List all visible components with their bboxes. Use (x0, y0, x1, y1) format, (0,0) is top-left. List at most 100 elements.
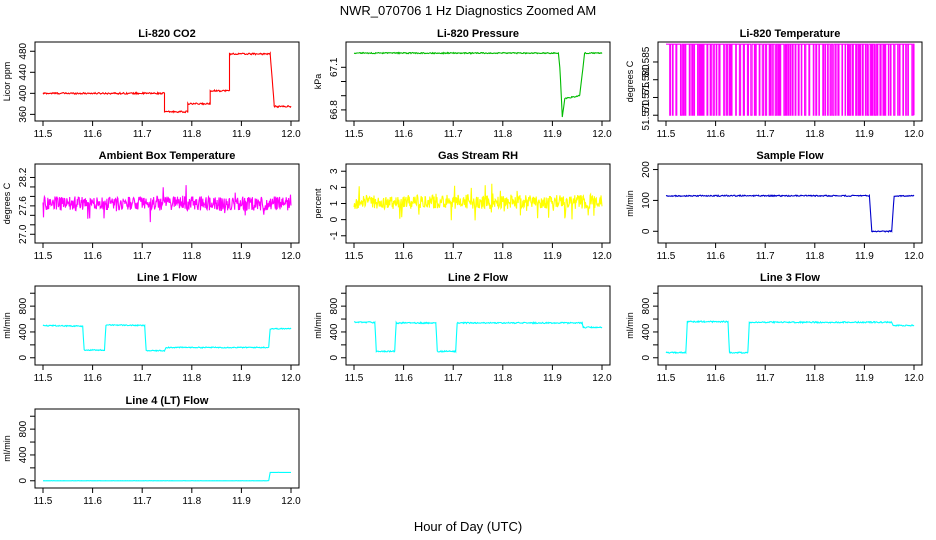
series-line (42, 323, 292, 353)
y-axis-label: degrees C (2, 182, 12, 224)
x-tick-label: 11.6 (706, 373, 725, 384)
y-tick-label: 100 (641, 192, 652, 209)
x-tick-label: 11.7 (444, 129, 463, 140)
y-tick-label: 2 (329, 184, 340, 190)
x-tick-label: 11.6 (706, 129, 725, 140)
plot-frame (34, 285, 300, 366)
x-tick-label: 11.6 (706, 251, 725, 262)
x-tick-label: 11.8 (182, 373, 201, 384)
y-tick-label: 66.8 (329, 100, 340, 120)
x-tick-label: 11.8 (805, 251, 824, 262)
x-tick-label: 11.9 (543, 373, 562, 384)
series-line (353, 183, 603, 221)
y-axis-label: ml/min (625, 312, 635, 339)
x-tick-label: 11.8 (493, 373, 512, 384)
panel-6: Line 1 Flow 11.5 11.6 11.7 11.8 11.9 12.0 0 400 8… (2, 272, 301, 384)
y-tick-label: 51.580 (641, 64, 652, 95)
y-tick-label: 400 (18, 323, 29, 340)
panel-title: Li-820 Temperature (740, 28, 841, 40)
x-tick-label: 11.8 (182, 129, 201, 140)
x-tick-label: 12.0 (592, 251, 612, 262)
y-tick-label: 400 (641, 323, 652, 340)
x-tick-label: 11.5 (657, 373, 676, 384)
panel-title: Gas Stream RH (438, 150, 518, 162)
x-tick-label: 12.0 (904, 129, 924, 140)
y-tick-label: 440 (18, 64, 29, 81)
x-tick-label: 11.8 (182, 251, 201, 262)
y-axis-label: degrees C (625, 60, 635, 102)
y-axis-label: ml/min (2, 312, 12, 339)
panel-1: Li-820 Pressure 11.5 11.6 11.7 11.8 11.9 12.0 6… (313, 28, 612, 140)
x-tick-label: 11.6 (83, 496, 102, 507)
x-tick-label: 11.5 (345, 251, 364, 262)
y-tick-label: -1 (329, 231, 340, 240)
y-tick-label: 27.0 (18, 224, 29, 244)
y-tick-label: 200 (641, 161, 652, 178)
y-axis-label: ml/min (2, 435, 12, 462)
x-tick-label: 12.0 (592, 373, 612, 384)
plot-frame (34, 408, 300, 489)
y-tick-label: 0 (329, 216, 340, 222)
series-line (42, 471, 291, 482)
y-tick-label: 800 (641, 297, 652, 314)
x-tick-label: 11.7 (756, 251, 775, 262)
x-tick-label: 11.7 (133, 251, 152, 262)
plot-frame (34, 41, 300, 122)
series-line (42, 51, 292, 114)
x-tick-label: 11.6 (394, 251, 413, 262)
panel-3: Ambient Box Temperature 11.5 11.6 11.7 11.8 1… (2, 150, 301, 262)
y-tick-label: 0 (329, 355, 340, 361)
y-tick-label: 51.570 (641, 99, 652, 130)
x-tick-label: 11.7 (133, 129, 152, 140)
panel-8: Line 3 Flow 11.5 11.6 11.7 11.8 11.9 12.0 0 400 8… (625, 272, 924, 384)
panel-title: Line 1 Flow (137, 272, 197, 284)
x-tick-label: 11.7 (133, 373, 152, 384)
x-tick-label: 11.9 (543, 129, 562, 140)
x-tick-label: 12.0 (592, 129, 612, 140)
panel-title: Li-820 Pressure (437, 28, 519, 40)
panel-9: Line 4 (LT) Flow 11.5 11.6 11.7 11.8 11.9 12.0… (2, 395, 301, 507)
x-tick-label: 11.5 (657, 129, 676, 140)
panel-4: Gas Stream RH 11.5 11.6 11.7 11.8 11.9 12.0 -1 0… (313, 150, 612, 262)
plot-frame (657, 285, 923, 366)
panel-title: Line 3 Flow (760, 272, 820, 284)
y-axis-label: ml/min (625, 190, 635, 217)
y-tick-label: 27.6 (18, 196, 29, 216)
x-tick-label: 12.0 (281, 251, 301, 262)
x-tick-label: 11.5 (345, 373, 364, 384)
y-axis-label: kPa (313, 74, 323, 90)
x-tick-label: 11.9 (855, 251, 874, 262)
series-line (353, 51, 603, 118)
plot-frame (345, 285, 611, 366)
y-tick-label: 360 (18, 106, 29, 123)
x-tick-label: 11.8 (805, 129, 824, 140)
x-tick-label: 11.6 (83, 251, 102, 262)
y-axis-label: ml/min (313, 312, 323, 339)
y-tick-label: 28.2 (18, 167, 29, 187)
y-tick-label: 400 (18, 446, 29, 463)
x-tick-label: 12.0 (281, 373, 301, 384)
y-tick-label: 800 (18, 420, 29, 437)
panel-title: Line 4 (LT) Flow (126, 395, 209, 407)
x-tick-label: 11.7 (756, 373, 775, 384)
x-tick-label: 11.6 (394, 129, 413, 140)
y-tick-label: 3 (329, 168, 340, 174)
panel-7: Line 2 Flow 11.5 11.6 11.7 11.8 11.9 12.0 0 400 8… (313, 272, 612, 384)
y-tick-label: 51.575 (641, 82, 652, 113)
x-tick-label: 11.6 (83, 129, 102, 140)
y-tick-label: 0 (641, 228, 652, 234)
x-tick-label: 11.5 (34, 373, 53, 384)
y-tick-label: 51.585 (641, 46, 652, 77)
x-tick-label: 11.5 (345, 129, 364, 140)
y-tick-label: 0 (641, 355, 652, 361)
x-tick-label: 11.5 (34, 496, 53, 507)
x-tick-label: 11.9 (232, 251, 251, 262)
y-tick-label: 800 (329, 297, 340, 314)
x-tick-label: 11.9 (232, 496, 251, 507)
panel-title: Sample Flow (756, 150, 824, 162)
panel-2: Li-820 Temperature 11.5 11.6 11.7 11.8 11.9 12… (625, 28, 924, 140)
series-line (665, 193, 915, 233)
x-tick-label: 11.9 (855, 129, 874, 140)
series-line (354, 320, 603, 354)
x-tick-label: 11.8 (182, 496, 201, 507)
